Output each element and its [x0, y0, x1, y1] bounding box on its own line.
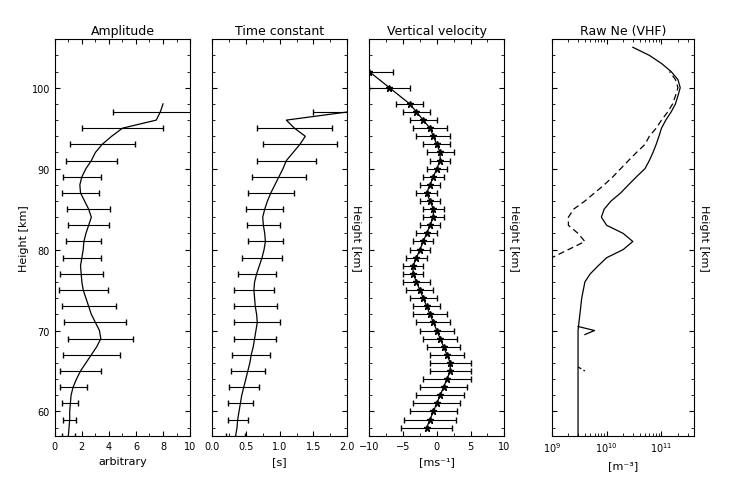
Y-axis label: Height [km]: Height [km]	[699, 205, 708, 271]
Title: Time constant: Time constant	[235, 25, 324, 38]
X-axis label: [ms⁻¹]: [ms⁻¹]	[419, 456, 455, 466]
Y-axis label: Height [km]: Height [km]	[352, 205, 361, 271]
Title: Amplitude: Amplitude	[91, 25, 154, 38]
X-axis label: arbitrary: arbitrary	[98, 456, 147, 466]
X-axis label: [m⁻³]: [m⁻³]	[608, 460, 638, 470]
Title: Raw Ne (VHF): Raw Ne (VHF)	[580, 25, 667, 38]
Y-axis label: Height [km]: Height [km]	[19, 205, 29, 271]
Y-axis label: Height [km]: Height [km]	[509, 205, 518, 271]
Title: Vertical velocity: Vertical velocity	[387, 25, 487, 38]
X-axis label: [s]: [s]	[272, 456, 287, 466]
